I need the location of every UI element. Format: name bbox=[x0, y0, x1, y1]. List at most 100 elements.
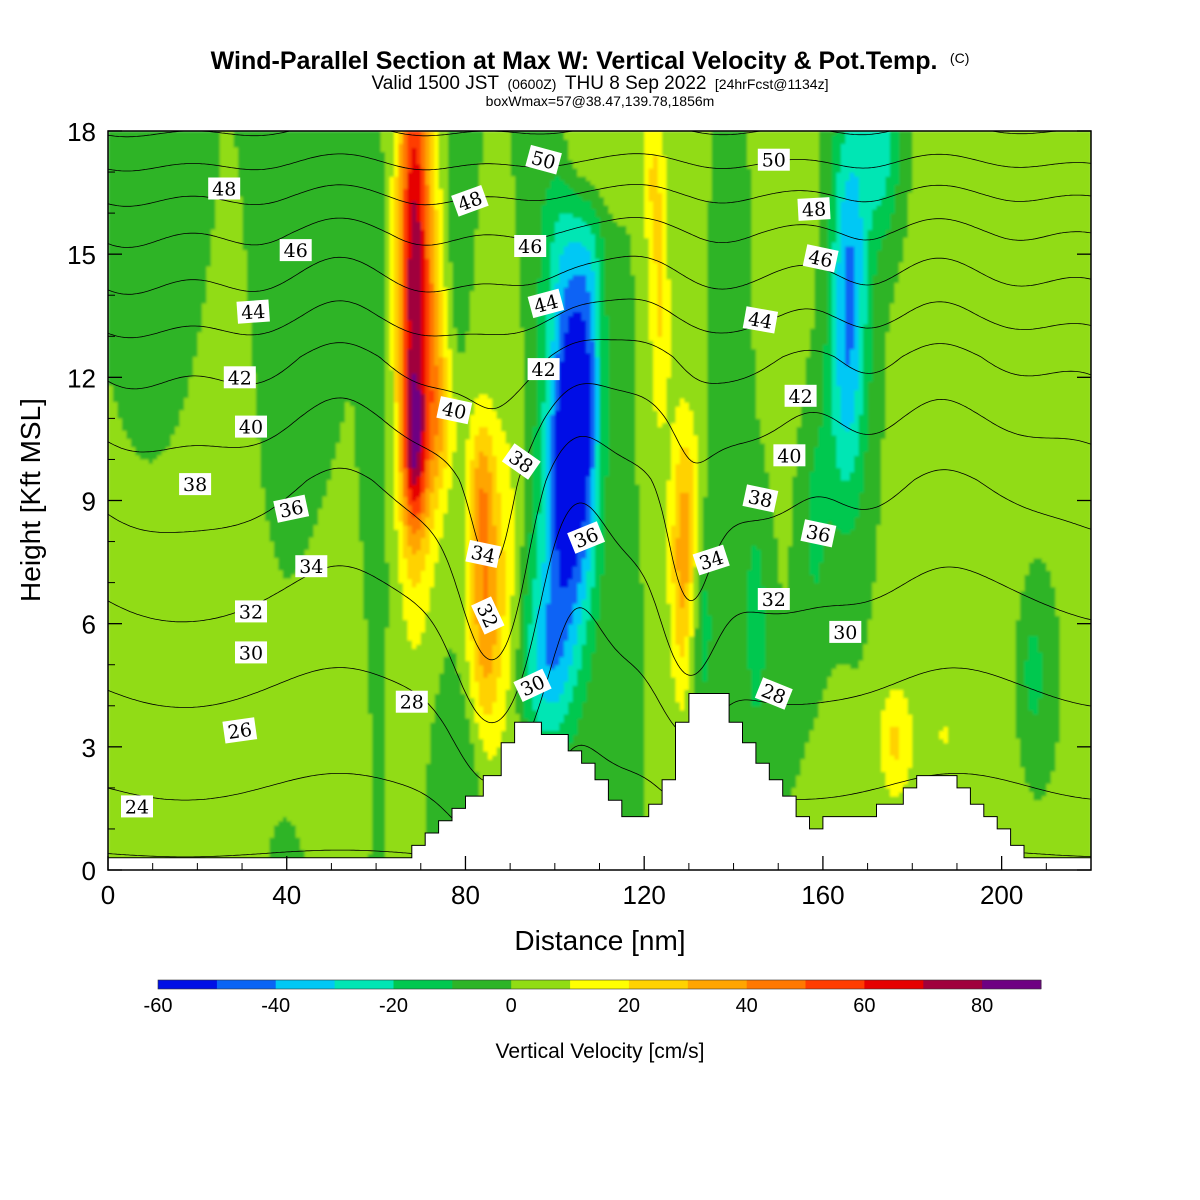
velocity-cell bbox=[612, 131, 618, 222]
theta-label-box bbox=[784, 384, 817, 407]
velocity-cell bbox=[572, 566, 578, 604]
theta-label-box bbox=[501, 443, 541, 480]
velocity-cell bbox=[867, 131, 873, 231]
velocity-cell bbox=[492, 131, 498, 411]
theta-label-text: 50 bbox=[762, 150, 786, 172]
velocity-cell bbox=[581, 599, 587, 645]
velocity-cell bbox=[1028, 636, 1034, 711]
velocity-cell bbox=[496, 677, 502, 748]
velocity-cell bbox=[590, 340, 596, 469]
velocity-cell bbox=[411, 373, 417, 469]
velocity-cell bbox=[648, 200, 654, 341]
colorbar-swatch bbox=[275, 980, 336, 989]
theta-label: 42 bbox=[527, 358, 560, 381]
colorbar-swatch bbox=[864, 980, 924, 989]
velocity-cell bbox=[577, 623, 583, 670]
velocity-cell bbox=[523, 594, 529, 719]
theta-label-text: 34 bbox=[469, 542, 497, 569]
velocity-cell bbox=[894, 759, 900, 797]
velocity-cell bbox=[849, 668, 855, 870]
velocity-cell bbox=[590, 131, 596, 185]
velocity-cell bbox=[1032, 131, 1038, 559]
velocity-cell bbox=[827, 196, 833, 522]
velocity-cell bbox=[657, 192, 663, 337]
theta-label-box bbox=[829, 620, 862, 643]
velocity-cell bbox=[863, 644, 869, 870]
velocity-cell bbox=[429, 402, 435, 461]
velocity-cell bbox=[420, 168, 426, 231]
theta-label-text: 36 bbox=[277, 496, 305, 523]
velocity-cell bbox=[179, 410, 185, 870]
velocity-cell bbox=[496, 418, 502, 493]
velocity-cell bbox=[411, 467, 417, 485]
velocity-cell bbox=[407, 578, 413, 641]
velocity-cell bbox=[590, 233, 596, 272]
velocity-cell bbox=[586, 352, 592, 477]
velocity-cell bbox=[590, 467, 596, 530]
theta-label-text: 42 bbox=[228, 367, 252, 389]
velocity-cell bbox=[760, 586, 766, 670]
velocity-cell bbox=[943, 726, 949, 744]
velocity-cell bbox=[581, 558, 587, 600]
velocity-cell bbox=[849, 422, 855, 473]
velocity-cell bbox=[501, 131, 507, 432]
velocity-cell bbox=[510, 594, 516, 870]
theta-label-text: 36 bbox=[804, 521, 832, 548]
velocity-cell bbox=[425, 516, 431, 555]
velocity-cell bbox=[751, 545, 757, 707]
velocity-cell bbox=[554, 176, 560, 222]
velocity-cell bbox=[407, 525, 413, 547]
velocity-cell bbox=[872, 131, 878, 210]
velocity-cell bbox=[157, 455, 163, 870]
velocity-cell bbox=[201, 303, 207, 870]
velocity-cell bbox=[581, 221, 587, 247]
velocity-cell bbox=[831, 135, 837, 243]
velocity-cell bbox=[304, 549, 310, 863]
velocity-cell bbox=[402, 558, 408, 621]
theta-label: 44 bbox=[527, 288, 565, 319]
theta-label: 30 bbox=[235, 641, 267, 664]
x-axis-label: Distance [nm] bbox=[514, 925, 685, 956]
velocity-cell bbox=[528, 533, 534, 625]
theta-label: 32 bbox=[757, 588, 790, 611]
velocity-cell bbox=[568, 701, 574, 744]
theta-contour bbox=[108, 255, 1091, 295]
velocity-cell bbox=[849, 172, 855, 247]
theta-label: 26 bbox=[222, 717, 258, 744]
valid-date: THU 8 Sep 2022 bbox=[565, 73, 707, 94]
theta-label-text: 42 bbox=[532, 359, 556, 381]
velocity-cell bbox=[478, 664, 484, 707]
velocity-cell bbox=[595, 356, 601, 444]
velocity-cell bbox=[411, 131, 417, 148]
velocity-cell bbox=[188, 377, 194, 870]
theta-label-box bbox=[797, 197, 831, 221]
velocity-cell bbox=[411, 553, 417, 588]
velocity-cell bbox=[228, 131, 234, 870]
velocity-cell bbox=[496, 131, 502, 419]
velocity-cell bbox=[858, 414, 864, 493]
theta-label-box bbox=[279, 239, 312, 262]
velocity-cell bbox=[224, 131, 230, 870]
velocity-cell bbox=[675, 644, 681, 703]
velocity-cell bbox=[840, 200, 846, 428]
colorbar-tick-label: 0 bbox=[506, 995, 517, 1017]
velocity-cell bbox=[697, 131, 703, 559]
velocity-cell bbox=[747, 131, 753, 169]
velocity-cell bbox=[528, 685, 534, 740]
velocity-cell bbox=[438, 451, 444, 489]
theta-label-box bbox=[235, 641, 267, 664]
velocity-cell bbox=[684, 447, 690, 493]
theta-label-box bbox=[754, 677, 793, 710]
velocity-cell bbox=[483, 677, 489, 715]
velocity-cell bbox=[438, 291, 444, 358]
theta-label-box bbox=[692, 544, 730, 576]
velocity-cell bbox=[550, 180, 556, 243]
velocity-cell bbox=[653, 131, 659, 157]
velocity-cell bbox=[970, 131, 976, 870]
velocity-cell bbox=[452, 328, 458, 399]
velocity-cell bbox=[429, 459, 435, 493]
velocity-cell bbox=[313, 525, 319, 870]
velocity-cell bbox=[425, 258, 431, 461]
